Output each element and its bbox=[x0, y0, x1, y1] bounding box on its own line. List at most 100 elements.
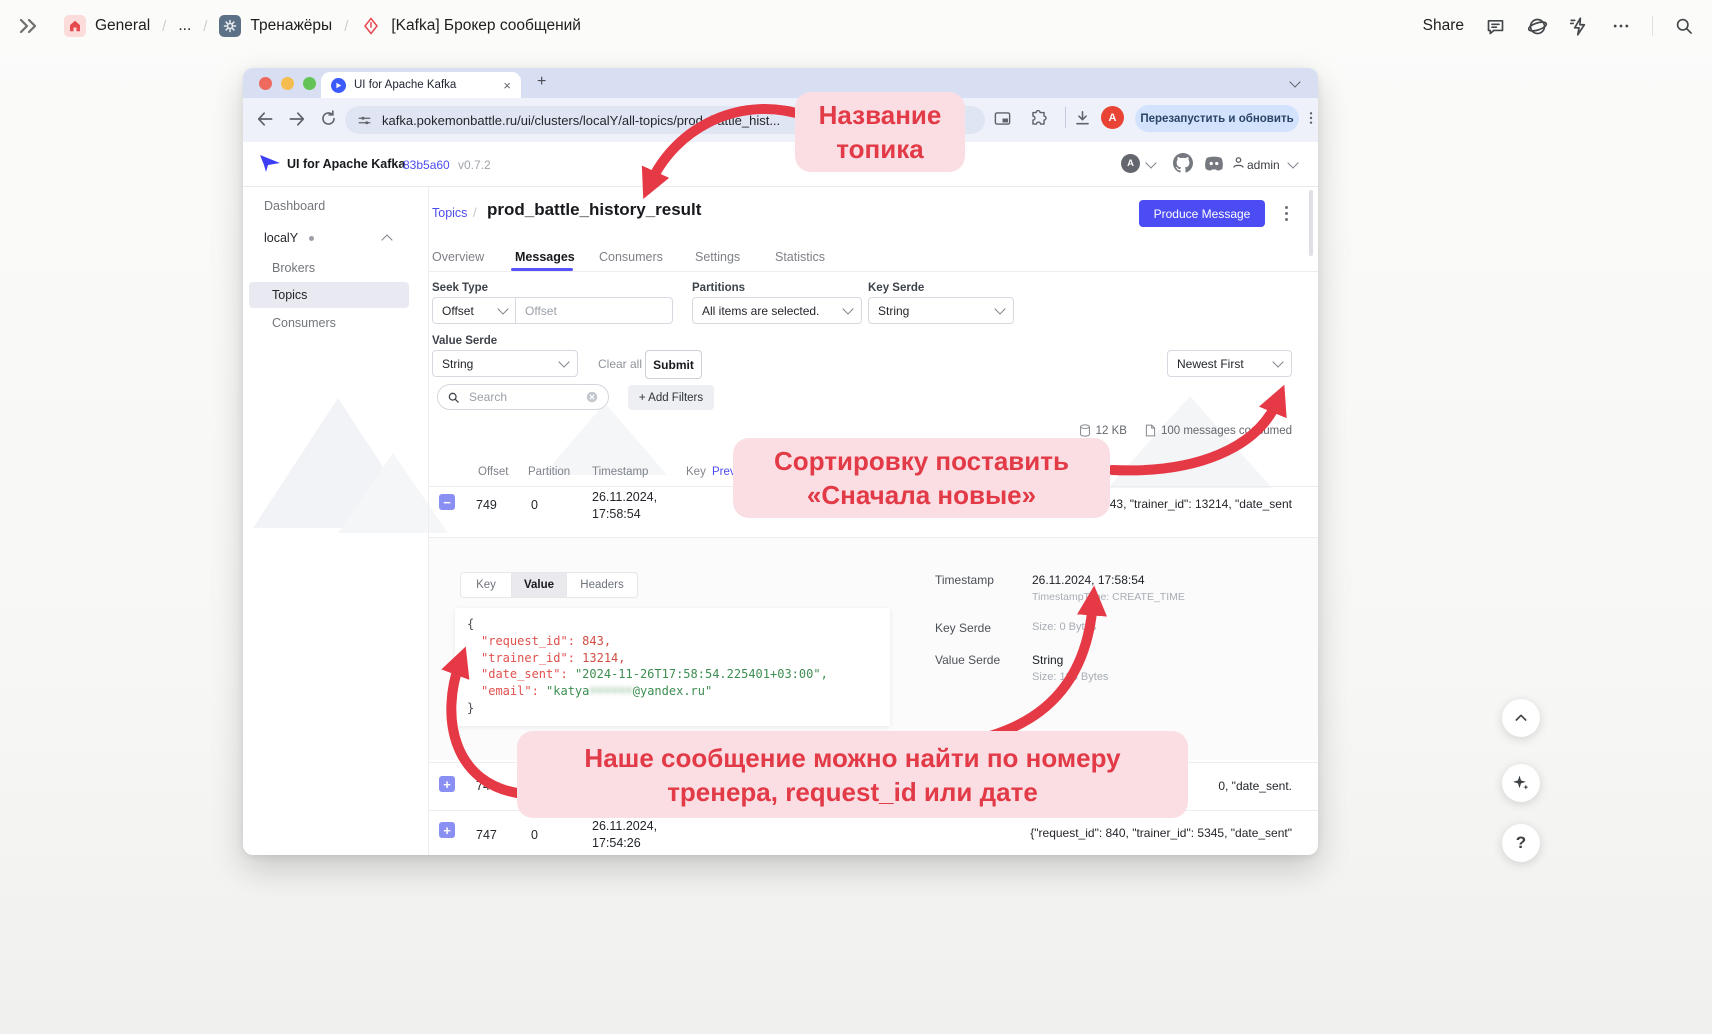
partitions-select[interactable]: All items are selected. bbox=[692, 297, 862, 324]
callout-text: Наше сообщение можно найти по номеру bbox=[584, 742, 1121, 773]
back-button[interactable] bbox=[255, 109, 275, 134]
updates-icon[interactable] bbox=[1527, 16, 1548, 37]
breadcrumb-ellipsis[interactable]: ... bbox=[178, 17, 192, 34]
json-key: "date_sent": bbox=[481, 667, 568, 682]
topics-breadcrumb-link[interactable]: Topics bbox=[432, 206, 468, 220]
timestamp-type: TimestampType: CREATE_TIME bbox=[1032, 591, 1185, 603]
json-key: "request_id": bbox=[481, 633, 575, 648]
relaunch-to-update-button[interactable]: Перезапустить и обновить bbox=[1135, 105, 1299, 132]
row-partition: 0 bbox=[531, 828, 538, 842]
user-icon bbox=[1231, 155, 1246, 175]
detail-tab-headers[interactable]: Headers bbox=[566, 572, 638, 598]
key-serde-select[interactable]: String bbox=[868, 297, 1014, 324]
breadcrumb-item-trenazhery[interactable]: Тренажёры bbox=[250, 17, 333, 34]
expand-sidebar-icon[interactable] bbox=[18, 17, 40, 35]
automations-icon[interactable] bbox=[1569, 16, 1590, 37]
cluster-status-dot bbox=[309, 236, 314, 241]
browser-menu-icon[interactable] bbox=[1303, 110, 1318, 131]
row-partition: 0 bbox=[531, 498, 538, 512]
sort-order-select[interactable]: Newest First bbox=[1167, 350, 1292, 377]
breadcrumb-item-general[interactable]: General bbox=[95, 17, 151, 34]
logged-in-user[interactable]: admin bbox=[1247, 158, 1280, 172]
add-filters-button[interactable]: + Add Filters bbox=[628, 385, 714, 410]
partitions-label: Partitions bbox=[692, 282, 746, 294]
browser-profile-avatar[interactable]: A bbox=[1101, 106, 1124, 129]
submit-button[interactable]: Submit bbox=[645, 350, 702, 379]
produce-message-button[interactable]: Produce Message bbox=[1139, 200, 1265, 227]
tabs-divider bbox=[428, 271, 1318, 272]
watermark-mountain bbox=[1108, 396, 1272, 488]
scroll-to-top-button[interactable] bbox=[1502, 699, 1540, 737]
value-serde-select[interactable]: String bbox=[432, 350, 578, 377]
topic-menu-icon[interactable] bbox=[1285, 218, 1288, 221]
tab-overview[interactable]: Overview bbox=[432, 250, 485, 264]
json-value: "katya bbox=[546, 684, 590, 699]
tab-settings[interactable]: Settings bbox=[695, 250, 741, 264]
breadcrumb-item-kafka-page[interactable]: [Kafka] Брокер сообщений bbox=[391, 17, 581, 34]
minimize-window-button[interactable] bbox=[281, 77, 294, 90]
chevron-down-icon bbox=[842, 303, 854, 315]
close-window-button[interactable] bbox=[259, 77, 272, 90]
search-icon[interactable] bbox=[1674, 16, 1694, 36]
expand-row-button[interactable]: + bbox=[439, 776, 455, 792]
ai-assistant-button[interactable] bbox=[1502, 764, 1540, 802]
share-button[interactable]: Share bbox=[1422, 17, 1464, 34]
kafka-app-title[interactable]: UI for Apache Kafka bbox=[287, 157, 406, 171]
extensions-icon[interactable] bbox=[1029, 109, 1048, 133]
tab-list-chevron-icon[interactable] bbox=[1289, 76, 1301, 88]
discord-icon[interactable] bbox=[1203, 155, 1225, 177]
sidebar-item-brokers[interactable]: Brokers bbox=[272, 261, 316, 275]
more-options-icon[interactable] bbox=[1611, 16, 1631, 36]
detail-tab-key[interactable]: Key bbox=[460, 572, 512, 598]
clear-search-icon[interactable] bbox=[585, 390, 599, 404]
github-icon[interactable] bbox=[1173, 153, 1193, 178]
topbar-divider bbox=[1652, 16, 1653, 36]
tab-consumers[interactable]: Consumers bbox=[599, 250, 663, 264]
seek-type-value: Offset bbox=[442, 303, 474, 318]
expand-row-button[interactable]: + bbox=[439, 822, 455, 838]
sidebar-item-topics[interactable]: Topics bbox=[272, 288, 308, 302]
forward-button[interactable] bbox=[287, 109, 307, 134]
comments-icon[interactable] bbox=[1485, 16, 1506, 37]
scrollbar-thumb[interactable] bbox=[1309, 190, 1313, 256]
callout-sort-order: Сортировку поставить «Сначала новые» bbox=[733, 438, 1110, 518]
offset-input[interactable] bbox=[515, 297, 673, 324]
search-input[interactable] bbox=[467, 389, 578, 405]
sidebar-cluster-localy[interactable]: localY bbox=[264, 231, 299, 245]
site-info-icon[interactable] bbox=[357, 113, 372, 128]
question-mark-icon: ? bbox=[1515, 833, 1527, 852]
breadcrumb-separator: / bbox=[162, 17, 167, 35]
messages-search[interactable] bbox=[437, 384, 609, 410]
kafka-commit-link[interactable]: 83b5a60 bbox=[403, 158, 450, 172]
new-tab-button[interactable]: + bbox=[537, 73, 547, 90]
size-icon bbox=[1079, 424, 1090, 437]
collapse-row-button[interactable]: − bbox=[439, 494, 455, 510]
detail-tab-value[interactable]: Value bbox=[511, 572, 567, 598]
downloads-icon[interactable] bbox=[1073, 109, 1092, 133]
sort-order-value: Newest First bbox=[1177, 356, 1244, 371]
reload-button[interactable] bbox=[319, 109, 338, 133]
clear-all-link[interactable]: Clear all bbox=[598, 357, 643, 371]
help-button[interactable]: ? bbox=[1502, 824, 1540, 862]
seek-type-label: Seek Type bbox=[432, 282, 489, 294]
sidebar-item-dashboard[interactable]: Dashboard bbox=[264, 199, 326, 213]
topic-menu-icon[interactable] bbox=[1285, 206, 1288, 209]
seek-type-select[interactable]: Offset bbox=[432, 297, 517, 324]
cluster-collapse-chevron-icon[interactable] bbox=[381, 234, 393, 246]
picture-in-picture-icon[interactable] bbox=[993, 109, 1012, 133]
browser-tab[interactable]: UI for Apache Kafka × bbox=[321, 72, 521, 98]
col-partition: Partition bbox=[528, 466, 571, 478]
consumed-stat: 100 messages consumed bbox=[1145, 424, 1292, 437]
value-serde-value: String bbox=[442, 356, 474, 371]
topic-menu-icon[interactable] bbox=[1285, 212, 1288, 215]
close-tab-icon[interactable]: × bbox=[503, 77, 511, 93]
tab-statistics[interactable]: Statistics bbox=[775, 250, 826, 264]
cluster-avatar[interactable]: A bbox=[1121, 154, 1140, 173]
sparkle-icon bbox=[1513, 775, 1529, 790]
value-serde-meta-value: String bbox=[1032, 653, 1064, 667]
tab-messages[interactable]: Messages bbox=[515, 250, 575, 264]
row-value-preview: 0, "date_sent. bbox=[1218, 779, 1292, 793]
row-time: 17:54:26 bbox=[592, 836, 641, 850]
sidebar-item-consumers[interactable]: Consumers bbox=[272, 316, 336, 330]
zoom-window-button[interactable] bbox=[303, 77, 316, 90]
